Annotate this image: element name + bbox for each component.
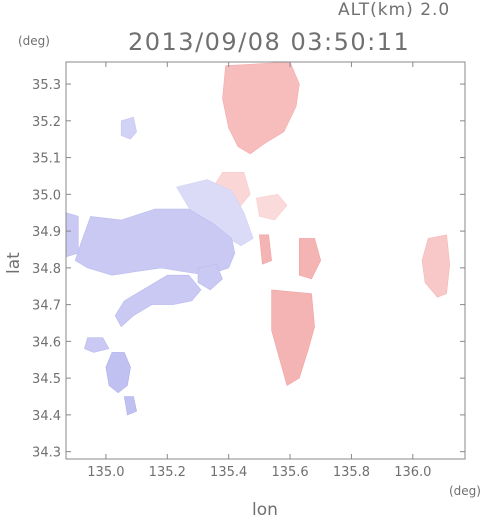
y-tick-label: 35.0 bbox=[32, 188, 61, 203]
x-tick-label: 135.0 bbox=[87, 465, 124, 480]
echo-region-positive-14 bbox=[259, 234, 272, 265]
y-tick-label: 34.6 bbox=[32, 335, 61, 350]
x-axis-unit: (deg) bbox=[449, 484, 481, 498]
echo-region-positive-2 bbox=[255, 193, 288, 221]
echo-region-positive-3 bbox=[421, 234, 451, 298]
x-tick-label: 135.2 bbox=[149, 465, 186, 480]
echo-region-negative-8 bbox=[197, 263, 223, 291]
y-tick-label: 35.3 bbox=[32, 78, 61, 93]
x-tick-label: 135.8 bbox=[333, 465, 370, 480]
plot-frame bbox=[65, 61, 466, 460]
x-axis-label: lon bbox=[252, 500, 278, 520]
echo-region-negative-10 bbox=[105, 352, 131, 394]
y-tick-label: 34.7 bbox=[32, 299, 61, 314]
y-tick-label: 34.8 bbox=[32, 262, 61, 277]
y-axis-unit: (deg) bbox=[18, 34, 50, 48]
echo-region-negative-6 bbox=[66, 212, 79, 258]
x-tick-label: 136.0 bbox=[394, 465, 431, 480]
y-tick-label: 34.5 bbox=[32, 372, 61, 387]
y-tick-label: 34.3 bbox=[32, 446, 61, 461]
y-tick-label: 35.1 bbox=[32, 152, 61, 167]
echo-region-negative-7 bbox=[114, 274, 202, 328]
echo-region-negative-9 bbox=[84, 337, 110, 353]
echo-regions bbox=[66, 62, 451, 416]
x-tick-label: 135.4 bbox=[210, 465, 247, 480]
echo-region-negative-11 bbox=[123, 396, 137, 416]
x-tick-label: 135.6 bbox=[271, 465, 308, 480]
echo-region-positive-13 bbox=[271, 289, 315, 386]
timestamp-title: 2013/09/08 03:50:11 bbox=[128, 28, 411, 56]
y-tick-label: 34.4 bbox=[32, 409, 61, 424]
echo-region-positive-0 bbox=[222, 62, 300, 155]
y-tick-label: 35.2 bbox=[32, 115, 61, 130]
y-tick-label: 34.9 bbox=[32, 225, 61, 240]
echo-region-negative-12 bbox=[120, 116, 137, 140]
altitude-label: ALT(km) 2.0 bbox=[338, 0, 451, 20]
y-axis-ticks: 34.3 34.4 34.5 34.6 34.7 34.8 34.9 35.0 35.1 35.2… bbox=[32, 78, 465, 461]
echo-region-positive-15 bbox=[298, 238, 322, 280]
x-axis-ticks: 135.0 135.2 135.4 135.6 135.8 136.0 bbox=[87, 62, 431, 480]
